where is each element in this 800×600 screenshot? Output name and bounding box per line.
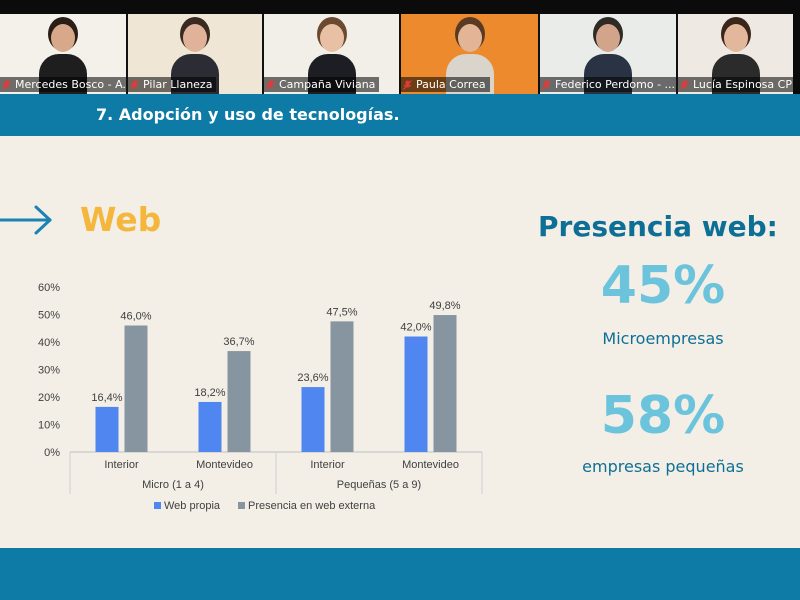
bar-web-propia [404,336,428,452]
category-label: Interior [104,459,139,471]
mic-muted-icon [542,79,551,90]
shared-slide: 7. Adopción y uso de tecnologías. Web 0%… [0,94,800,600]
participant-gallery: Mercedes Bosco - A... Pilar Llaneza Campañ… [0,14,800,94]
window-top-strip [0,0,800,14]
participant-name-bar: Campaña Viviana [264,77,380,92]
category-label: Montevideo [196,459,253,471]
y-tick-label: 40% [38,337,60,349]
bar-externa [330,321,354,452]
slide-header-bar: 7. Adopción y uso de tecnologías. [0,94,800,136]
stat-microempresas-label: Microempresas [602,329,724,348]
mic-muted-icon [2,79,11,90]
y-tick-label: 10% [38,420,60,432]
data-label: 46,0% [120,311,151,323]
participant-name: Paula Correa [416,78,486,91]
data-label: 42,0% [400,322,431,334]
data-label: 47,5% [326,306,357,318]
bar-web-propia [95,406,119,452]
presence-title: Presencia web: [538,210,778,243]
stat-pequenas-label: empresas pequeñas [582,457,744,476]
mic-muted-icon [403,79,412,90]
participant-name: Campaña Viviana [279,78,376,91]
participant-tile[interactable]: Mercedes Bosco - A... [0,14,126,94]
mic-muted-icon [680,79,689,90]
y-tick-label: 30% [38,365,60,377]
stat-pequenas-value: 58% [600,386,726,446]
participant-name-bar: Federico Perdomo - ... [540,77,676,92]
group-label: Micro (1 a 4) [142,479,204,491]
slide-title: 7. Adopción y uso de tecnologías. [96,105,400,124]
bar-externa [124,325,148,452]
participant-name-bar: Paula Correa [401,77,490,92]
participant-name-bar: Mercedes Bosco - A... [0,77,126,92]
data-label: 49,8% [429,300,460,312]
legend-entry: Presencia en web externa [248,500,376,512]
participant-name-bar: Lucía Espinosa CP Ty [678,77,793,92]
participant-tile[interactable]: Federico Perdomo - ... [540,14,676,94]
participant-tile[interactable]: Lucía Espinosa CP Ty [678,14,793,94]
participant-tile[interactable]: Pilar Llaneza [128,14,262,94]
data-label: 16,4% [91,392,122,404]
arrow-right-icon [0,205,52,235]
participant-name: Mercedes Bosco - A... [15,78,126,91]
stat-microempresas-value: 45% [600,256,726,316]
data-label: 18,2% [194,387,225,399]
participant-tile[interactable]: Campaña Viviana [264,14,399,94]
mic-muted-icon [130,79,139,90]
y-tick-label: 20% [38,392,60,404]
category-label: Interior [310,459,345,471]
section-heading: Web [80,200,162,239]
y-tick-label: 60% [38,282,60,294]
data-label: 36,7% [223,336,254,348]
legend-swatch [154,502,161,509]
data-label: 23,6% [297,372,328,384]
y-tick-label: 0% [44,447,60,459]
participant-name-bar: Pilar Llaneza [128,77,217,92]
category-label: Montevideo [402,459,459,471]
mic-muted-icon [266,79,275,90]
bar-externa [433,315,457,452]
legend-swatch [238,502,245,509]
group-label: Pequeñas (5 a 9) [337,479,421,491]
slide-footer-bar [0,548,800,600]
legend-entry: Web propia [164,500,221,512]
participant-name: Lucía Espinosa CP Ty [693,78,793,91]
bar-web-propia [301,387,325,452]
participant-name: Federico Perdomo - ... [555,78,676,91]
bar-externa [227,351,251,452]
participant-name: Pilar Llaneza [143,78,213,91]
bar-web-propia [198,401,222,452]
gallery-edge [793,14,800,94]
web-presence-chart: 0% 10% 20% 30% 40% 50% 60% 16,4% 46,0% Interior 18… [38,282,483,512]
y-tick-label: 50% [38,310,60,322]
participant-tile[interactable]: Paula Correa [401,14,538,94]
